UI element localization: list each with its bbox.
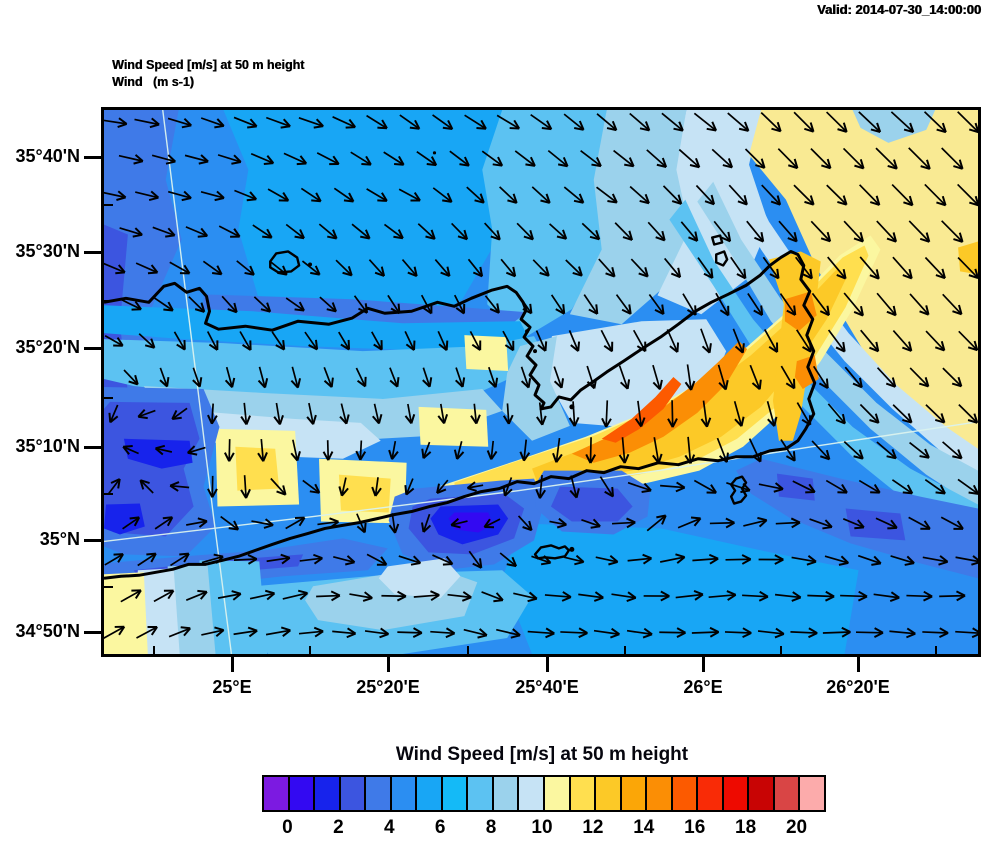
colorbar-tick-label: 18	[735, 817, 757, 838]
lat-tick-mark	[84, 446, 102, 449]
lon-minor-tick	[624, 646, 626, 654]
lat-tick-label: 35°N	[39, 529, 80, 549]
lat-tick-label: 34°50'N	[15, 621, 80, 641]
colorbar-cell	[493, 777, 520, 810]
colorbar-cell	[774, 777, 801, 810]
lon-tick-mark	[231, 657, 234, 672]
lon-minor-tick	[935, 646, 937, 654]
colorbar-cell	[698, 777, 724, 810]
lon-tick-mark	[702, 657, 705, 672]
colorbar-cell	[442, 777, 469, 810]
colorbar-cell	[621, 777, 648, 810]
colorbar	[262, 775, 826, 812]
lat-minor-tick	[104, 300, 113, 302]
colorbar-cell	[264, 777, 290, 810]
lon-tick-mark	[387, 657, 390, 672]
lon-tick-label: 26°20'E	[826, 677, 890, 697]
lat-minor-tick	[104, 397, 113, 399]
colorbar-tick-label: 16	[684, 817, 706, 838]
colorbar-cell	[800, 777, 825, 810]
colorbar-cell	[468, 777, 494, 810]
coastline	[104, 249, 817, 580]
lat-tick-mark	[84, 251, 102, 254]
lat-tick-mark	[84, 347, 102, 350]
lon-minor-tick	[466, 646, 469, 654]
colorbar-cell	[749, 777, 775, 810]
lat-minor-tick	[104, 586, 113, 588]
lat-tick-mark	[84, 156, 102, 159]
colorbar-cell	[315, 777, 341, 810]
colorbar-cell	[723, 777, 750, 810]
valid-time-label: Valid: 2014-07-30_14:00:00	[816, 2, 981, 17]
lon-tick-label: 25°40'E	[515, 677, 579, 697]
colorbar-cell	[545, 777, 571, 810]
colorbar-tick-label: 20	[785, 817, 808, 838]
colorbar-cell	[366, 777, 392, 810]
lat-tick-label: 35°20'N	[15, 337, 80, 357]
colorbar-tick-label: 8	[485, 817, 497, 838]
lon-minor-tick	[309, 646, 311, 654]
wind-arrows-layer	[104, 111, 978, 639]
colorbar-tick-label: 10	[531, 817, 553, 838]
colorbar-tick-label: 6	[434, 817, 446, 838]
colorbar-tick-label: 2	[333, 817, 344, 838]
colorbar-cell	[289, 777, 316, 810]
map-subtitle: Wind (m s-1)	[112, 75, 194, 89]
lon-tick-label: 25°20'E	[356, 677, 420, 697]
wind-map-canvas	[104, 110, 978, 654]
map-title: Wind Speed [m/s] at 50 m height	[112, 58, 305, 72]
lon-tick-mark	[546, 657, 549, 672]
islands	[269, 151, 748, 560]
lat-minor-tick	[104, 204, 113, 206]
lon-tick-mark	[857, 657, 860, 672]
colorbar-cell	[596, 777, 622, 810]
colorbar-cell	[417, 777, 443, 810]
colorbar-cell	[391, 777, 418, 810]
lon-minor-tick	[153, 646, 155, 654]
lat-tick-label: 35°40'N	[15, 146, 80, 166]
lon-minor-tick	[779, 646, 782, 654]
lat-tick-label: 35°30'N	[15, 241, 80, 261]
colorbar-cell	[340, 777, 367, 810]
colorbar-tick-label: 4	[383, 817, 395, 838]
lat-tick-label: 35°10'N	[15, 436, 80, 456]
lat-tick-mark	[84, 631, 102, 634]
colorbar-tick-label: 14	[633, 817, 655, 838]
colorbar-cell	[570, 777, 597, 810]
colorbar-cell	[647, 777, 673, 810]
colorbar-cell	[672, 777, 699, 810]
colorbar-title: Wind Speed [m/s] at 50 m height	[395, 744, 689, 765]
lat-tick-mark	[84, 539, 102, 542]
colorbar-tick-label: 12	[582, 817, 604, 838]
colorbar-tick-label: 0	[282, 817, 293, 838]
lon-tick-label: 25°E	[212, 677, 252, 697]
colorbar-cell	[519, 777, 546, 810]
lat-minor-tick	[104, 493, 113, 495]
lon-tick-label: 26°E	[683, 677, 723, 697]
